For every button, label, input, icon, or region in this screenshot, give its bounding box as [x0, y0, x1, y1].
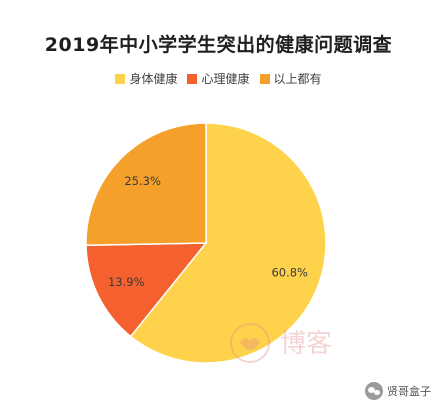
legend-item-mental: 心理健康 [187, 70, 250, 87]
legend-swatch-both [259, 73, 270, 84]
pie-slice-both [85, 122, 207, 247]
slice-label-physical: 60.8% [271, 266, 308, 280]
legend-item-physical: 身体健康 [115, 70, 177, 87]
legend-label-both: 以上都有 [273, 72, 322, 86]
legend-label-mental: 心理健康 [201, 72, 250, 86]
watermark-logo: 博客 [230, 323, 332, 363]
legend-label-physical: 身体健康 [129, 72, 178, 86]
pie-slice-physical [129, 122, 327, 364]
legend-swatch-physical [115, 73, 126, 84]
wechat-badge: 贤哥盒子 [365, 382, 431, 400]
slice-label-mental: 13.9% [108, 275, 145, 289]
pie-slice-mental [85, 242, 208, 338]
slice-label-both: 25.3% [124, 174, 161, 188]
watermark-text: 博客 [280, 329, 332, 359]
legend: 身体健康 心理健康 以上都有 [0, 70, 437, 87]
legend-item-both: 以上都有 [259, 70, 322, 87]
chart-title: 2019年中小学学生突出的健康问题调查 [44, 34, 393, 56]
legend-swatch-mental [187, 73, 198, 84]
badge-text: 贤哥盒子 [387, 385, 431, 398]
wechat-icon [365, 382, 383, 400]
